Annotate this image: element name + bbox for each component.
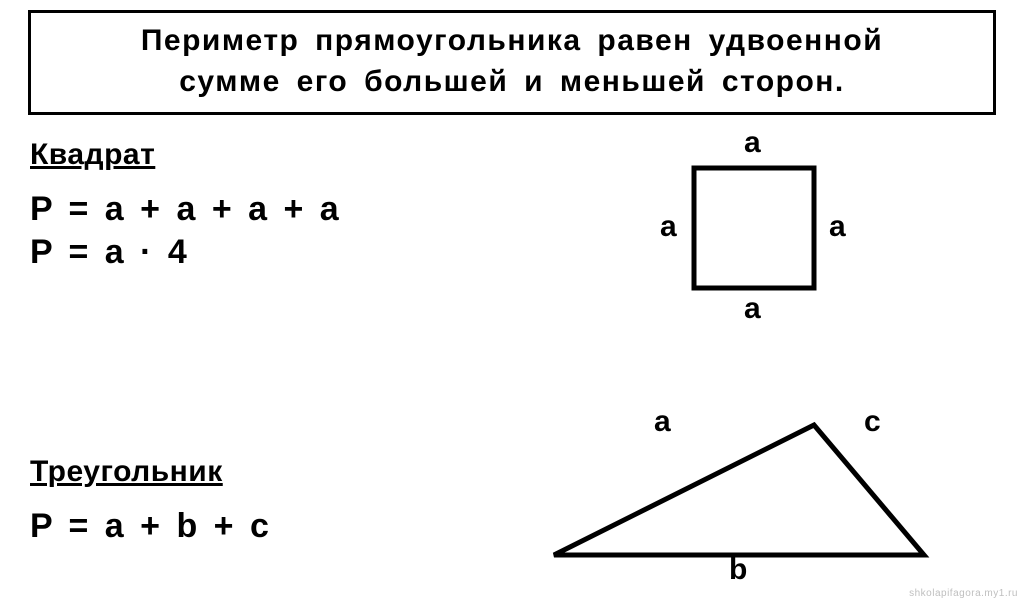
- triangle-label-a: a: [654, 405, 671, 439]
- square-label-top: a: [744, 126, 761, 160]
- rule-line-1: Периметр прямоугольника равен удвоенной: [43, 21, 981, 62]
- square-label-left: a: [660, 210, 677, 244]
- triangle-label-b: b: [729, 553, 747, 587]
- rule-box: Периметр прямоугольника равен удвоенной …: [28, 10, 996, 115]
- triangle-formula-1: P = a + b + c: [30, 507, 269, 546]
- triangle-section: Треугольник P = a + b + c: [30, 455, 269, 546]
- square-title: Квадрат: [30, 138, 339, 172]
- square-figure: a a a a: [604, 128, 904, 328]
- square-label-right: a: [829, 210, 846, 244]
- square-label-bottom: a: [744, 292, 761, 326]
- triangle-shape: [554, 425, 924, 555]
- triangle-figure: a c b: [524, 395, 964, 585]
- triangle-label-c: c: [864, 405, 881, 439]
- triangle-title: Треугольник: [30, 455, 269, 489]
- square-section: Квадрат P = a + a + a + a P = a · 4: [30, 138, 339, 272]
- rule-line-2: сумме его большей и меньшей сторон.: [43, 62, 981, 103]
- square-formula-1: P = a + a + a + a: [30, 190, 339, 229]
- square-shape: [694, 168, 814, 288]
- square-formula-2: P = a · 4: [30, 233, 339, 272]
- watermark: shkolapifagora.my1.ru: [909, 588, 1018, 599]
